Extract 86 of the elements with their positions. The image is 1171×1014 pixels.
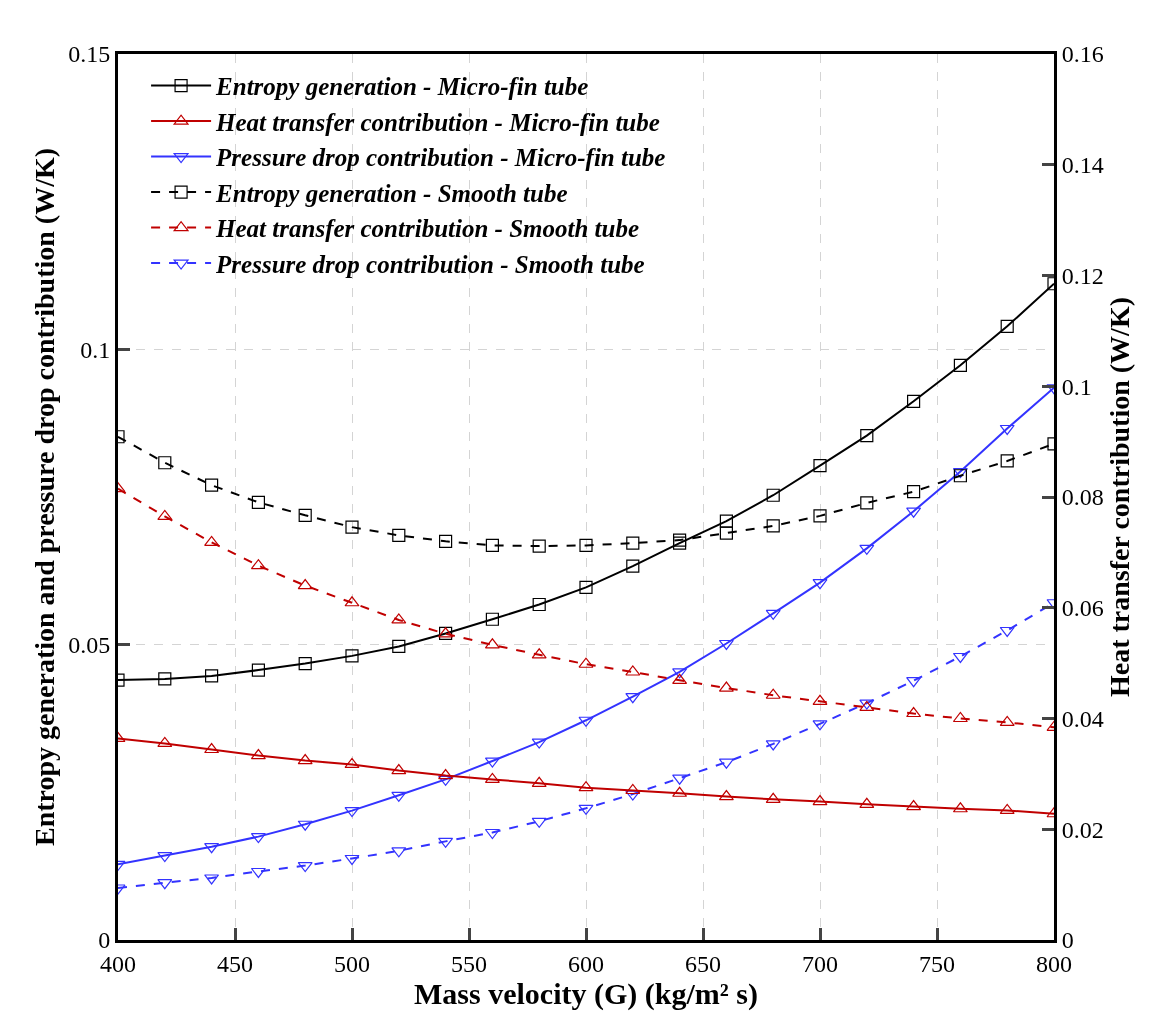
point [766,519,780,533]
point [158,672,172,686]
point [157,851,173,863]
x-tick-label: 550 [451,950,487,977]
point [484,772,500,784]
point [485,538,499,553]
point [1000,454,1014,468]
legend-label: Entropy generation - Smooth tube [215,179,568,207]
point [298,508,312,522]
point [392,639,406,654]
legend-label: Pressure drop contribution - Smooth tube [215,250,645,278]
point [718,789,734,801]
point [813,459,827,473]
y2-tick-label: 0.06 [1061,595,1104,622]
point [718,639,734,651]
legend-label: Heat transfer contribution - Micro-fin tube [215,108,660,136]
point [158,456,172,470]
y2-tick-label: 0.02 [1061,816,1104,843]
point [205,669,219,683]
point [952,711,968,723]
y-tick-label: 0.1 [80,336,111,363]
y2-axis-title: Heat transfer contribution (W/K) [1103,297,1135,697]
point [719,514,733,528]
point [579,538,593,553]
point [438,768,454,780]
point [250,867,266,879]
point [205,478,219,492]
y-tick-label: 0.05 [68,632,111,659]
point [391,763,407,775]
point [439,534,453,548]
point [860,496,874,510]
x-axis-title: Mass velocity (G) (kg/m² s) [414,976,758,1011]
point [298,656,312,671]
point [952,652,968,664]
point [345,520,359,534]
point [626,559,640,573]
x-tick-label: 450 [217,950,253,977]
point [907,394,921,408]
point [719,526,733,540]
x-tick-label: 700 [802,950,838,977]
point [812,794,828,806]
x-tick-label: 650 [685,950,721,977]
point [204,535,220,547]
y-tick-label: 0.15 [68,41,111,68]
point [392,528,406,542]
point [579,580,593,594]
point [860,428,874,443]
point [813,509,827,523]
point [1000,319,1014,333]
point [953,358,967,372]
x-tick-label: 500 [334,950,370,977]
point [204,742,220,754]
legend-label: Pressure drop contribution - Micro-fin tube [215,144,666,172]
y2-tick-label: 0.1 [1061,373,1092,400]
point [251,663,265,677]
point [344,757,360,769]
legend-label: Heat transfer contribution - Smooth tube [215,215,640,243]
point [345,649,359,663]
point [532,597,546,612]
legend-label: Entropy generation - Micro-fin tube [215,73,589,101]
y2-tick-label: 0.04 [1061,705,1104,732]
point [157,736,173,748]
y-axis-title: Entropy generation and pressure drop contribution (W/K) [28,147,60,847]
point [999,424,1015,436]
x-tick-label: 600 [568,950,604,977]
point [625,783,641,795]
point [907,485,921,499]
point [344,854,360,866]
point [484,828,500,840]
point [999,626,1015,638]
point [532,539,546,553]
point [297,861,313,873]
point [766,488,780,502]
point [906,706,922,718]
point [297,753,313,765]
point [953,469,967,483]
x-tick-label: 750 [919,950,955,977]
point [626,536,640,550]
point [906,799,922,811]
y2-tick-label: 0.14 [1061,152,1104,179]
y2-tick-label: 0.16 [1061,41,1104,68]
point [999,803,1015,815]
y2-tick-label: 0.12 [1061,262,1104,289]
point [485,612,499,626]
y2-tick-label: 0.08 [1061,484,1104,511]
point [251,495,265,509]
